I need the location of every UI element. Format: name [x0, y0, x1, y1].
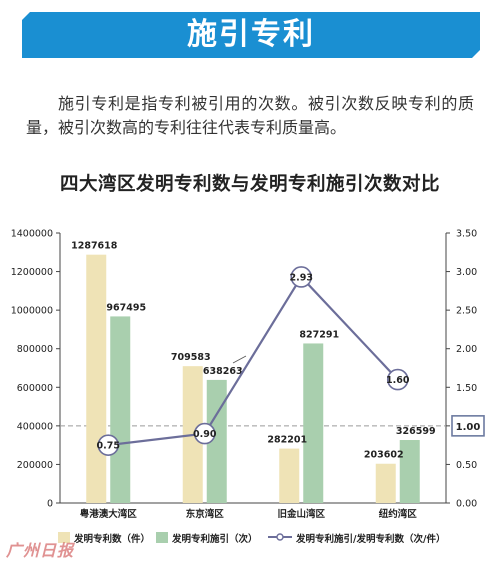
reference-label-box — [451, 415, 485, 437]
ratio-label: 2.93 — [290, 272, 313, 283]
bar-patent-count — [375, 463, 396, 503]
watermark-logo: 广州日报 — [6, 541, 75, 560]
y-left-tick-label: 1200000 — [11, 267, 53, 278]
x-tick-label: 纽约湾区 — [379, 508, 418, 520]
legend-swatch-patent-count — [58, 532, 70, 543]
callout-leader — [232, 355, 247, 364]
reference-label: 1.00 — [456, 422, 481, 433]
ratio-point — [386, 368, 409, 391]
y-left-tick-label: 0 — [47, 499, 53, 510]
bar-label-citation-count: 638263 — [203, 366, 243, 377]
ratio-point — [97, 434, 120, 456]
legend-swatch-citation-count — [156, 532, 168, 543]
bar-citation-count — [110, 316, 131, 503]
banner-title: 施引专利 — [187, 17, 315, 52]
y-left-tick-label: 400000 — [17, 421, 53, 432]
bar-patent-count — [86, 254, 107, 503]
y-right-tick-label: 0.50 — [456, 460, 477, 471]
y-right-tick-label: 3.00 — [456, 267, 477, 278]
bar-patent-count — [279, 448, 300, 503]
y-right-tick-label: 0.00 — [456, 499, 477, 510]
y-right-tick-label: 1.50 — [456, 383, 477, 394]
x-tick-label: 东京湾区 — [186, 508, 225, 520]
y-left-tick-label: 200000 — [17, 460, 53, 471]
y-left-tick-label: 800000 — [17, 344, 53, 355]
bar-citation-count — [303, 343, 324, 503]
ratio-label: 0.90 — [193, 429, 217, 440]
bar-label-citation-count: 827291 — [299, 329, 339, 340]
y-left-tick-label: 1400000 — [11, 229, 53, 240]
bar-citation-count — [399, 440, 420, 503]
x-tick-label: 粤港澳大湾区 — [80, 508, 138, 520]
ratio-point — [193, 422, 216, 445]
y-right-tick-label: 3.50 — [456, 229, 477, 240]
header-banner: 施引专利 — [22, 12, 480, 58]
legend-label-citation-count: 发明专利施引（次） — [171, 533, 258, 545]
y-left-tick-label: 1000000 — [11, 306, 53, 317]
legend-marker-ratio — [276, 533, 284, 541]
legend-label-ratio: 发明专利施引/发明专利数（次/件） — [295, 533, 445, 545]
bar-label-patent-count: 203602 — [364, 450, 404, 461]
ratio-point — [290, 266, 313, 288]
ratio-line — [108, 275, 399, 447]
ratio-label: 0.75 — [97, 441, 120, 452]
bar-citation-count — [206, 379, 227, 503]
ratio-label: 1.60 — [386, 375, 410, 386]
legend-label-patent-count: 发明专利数（件） — [73, 533, 150, 545]
y-right-tick-label: 2.00 — [456, 344, 477, 355]
y-left-tick-label: 600000 — [17, 383, 53, 394]
bar-label-patent-count: 282201 — [267, 435, 307, 446]
bar-label-patent-count: 1287618 — [71, 241, 118, 252]
banner-shape — [22, 12, 480, 58]
y-right-tick-label: 2.50 — [456, 306, 477, 317]
chart-title: 四大湾区发明专利数与发明专利施引次数对比 — [59, 174, 440, 195]
x-tick-label: 旧金山湾区 — [277, 508, 325, 520]
bar-label-patent-count: 709583 — [171, 352, 211, 363]
bar-label-citation-count: 967495 — [106, 302, 146, 313]
bar-label-citation-count: 326599 — [396, 426, 436, 437]
intro-paragraph: 施引专利是指专利被引用的次数。被引次数反映专利的质量，被引次数高的专利往往代表专… — [26, 94, 474, 137]
